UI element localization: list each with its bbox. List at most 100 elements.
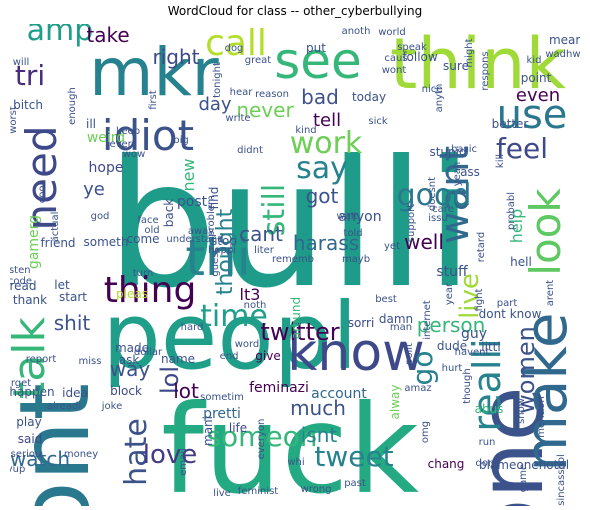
word-liter: liter xyxy=(254,245,275,256)
word-wait: wait xyxy=(336,211,357,222)
word-end: end xyxy=(220,351,239,362)
word-call: call xyxy=(205,24,267,64)
word-someth: someth xyxy=(84,235,129,249)
word-better: better xyxy=(492,117,529,131)
word-stuff: stuff xyxy=(436,264,468,280)
word-didnt: didnt xyxy=(237,145,263,156)
word-tri: tri xyxy=(15,59,45,92)
word-everyon: everyon xyxy=(256,419,267,460)
word-name: name xyxy=(161,352,195,366)
word-joke: joke xyxy=(101,401,122,412)
word-look: look xyxy=(521,188,570,276)
word-lt3: lt3 xyxy=(240,285,261,304)
word-point: point xyxy=(521,71,552,85)
word-want: want xyxy=(432,146,478,244)
word-money: money xyxy=(64,449,98,460)
word-year: year xyxy=(444,282,455,305)
word-ask: ask xyxy=(119,353,140,367)
word-dollar: dollar xyxy=(134,347,163,358)
word-game: game xyxy=(518,464,529,492)
word-seriou: seriou xyxy=(11,449,42,460)
word-though: though xyxy=(462,368,473,403)
word-sorri: sorri xyxy=(348,316,375,330)
word-time: time xyxy=(200,299,268,334)
word-isnt: isnt xyxy=(301,423,338,447)
word-let: let xyxy=(54,278,70,292)
word-talk: talk xyxy=(10,317,55,399)
word-feminazi: feminazi xyxy=(249,380,309,396)
word-thing: thing xyxy=(104,270,197,311)
word-part: part xyxy=(497,298,518,309)
word-anyon: anyon xyxy=(338,209,381,225)
word-code: code xyxy=(10,276,32,287)
word-never: never xyxy=(236,98,294,122)
word-stop: stop xyxy=(211,234,237,248)
word-sincasshol: sincasshol xyxy=(556,454,567,506)
word-love: love xyxy=(143,440,198,470)
word-thank: thank xyxy=(13,293,47,307)
word-realli: realli xyxy=(465,338,509,431)
word-bad: bad xyxy=(301,85,339,109)
word-take: take xyxy=(86,24,129,47)
word-problem: problem xyxy=(206,195,217,236)
word-listen: listen xyxy=(10,265,31,276)
word-one: one xyxy=(459,386,564,506)
word-know: know xyxy=(287,323,424,383)
word-care: care xyxy=(432,204,454,215)
word-ye: ye xyxy=(83,179,105,200)
word-peopl: peopl xyxy=(102,283,357,390)
word-read: read xyxy=(10,279,37,293)
word-see: see xyxy=(274,32,362,90)
word-lot: lot xyxy=(173,379,199,403)
word-target: target xyxy=(10,378,31,389)
word-write: write xyxy=(225,113,250,124)
word-shit: shit xyxy=(54,311,91,335)
word-might: might xyxy=(464,38,475,67)
word-harass: harass xyxy=(293,231,359,255)
word-live: live xyxy=(213,488,231,499)
word-face: face xyxy=(137,215,158,226)
word-word: word xyxy=(235,339,260,350)
word-post: post xyxy=(177,194,208,210)
word-hard: hard xyxy=(181,322,204,333)
word-still: still xyxy=(257,184,292,236)
word-wont: wont xyxy=(382,65,407,76)
word-god: god xyxy=(91,211,110,222)
word-arent: arent xyxy=(545,280,556,307)
word-alway: alway xyxy=(388,385,402,420)
word-wrong: wrong xyxy=(301,484,332,495)
word-friend: friend xyxy=(40,236,75,250)
word-mkr: mkr xyxy=(89,34,220,111)
word-account: account xyxy=(311,386,367,402)
word-dont-know: dont know xyxy=(479,307,542,321)
word-new: new xyxy=(179,158,198,191)
word-worst: worst xyxy=(10,106,19,134)
word-watch: watch xyxy=(10,447,70,471)
word-kill: kill xyxy=(495,154,506,168)
word-hear: hear xyxy=(230,87,254,98)
word-respons: respons xyxy=(480,51,491,90)
word-sometim: sometim xyxy=(200,392,244,403)
word-nice: nice xyxy=(422,84,443,95)
word-today: today xyxy=(352,90,386,104)
word-hope: hope xyxy=(89,160,124,176)
word-damn: damn xyxy=(379,312,413,326)
word-kind: kind xyxy=(295,125,316,136)
word-cloud-area: bulli peopl fuck dont one think mkr make know see… xyxy=(10,24,580,506)
word-best: best xyxy=(375,294,397,305)
word-lol: lol xyxy=(156,366,184,394)
word-understand: understand xyxy=(166,234,223,245)
word-got: got xyxy=(306,184,339,208)
word-kid: kid xyxy=(527,55,542,66)
word-cool: cool xyxy=(37,183,48,204)
word-basic: basic xyxy=(451,144,477,155)
word-run: run xyxy=(479,437,496,448)
word-first: first xyxy=(148,90,159,110)
word-right: right xyxy=(153,45,200,69)
word-chang: chang xyxy=(428,457,465,471)
word-omg: omg xyxy=(420,421,431,443)
word-pleas: pleas xyxy=(116,287,148,301)
chart-title: WordCloud for class -- other_cyberbullyi… xyxy=(167,4,423,18)
word-past: past xyxy=(344,478,366,489)
word-life: life xyxy=(229,421,247,435)
